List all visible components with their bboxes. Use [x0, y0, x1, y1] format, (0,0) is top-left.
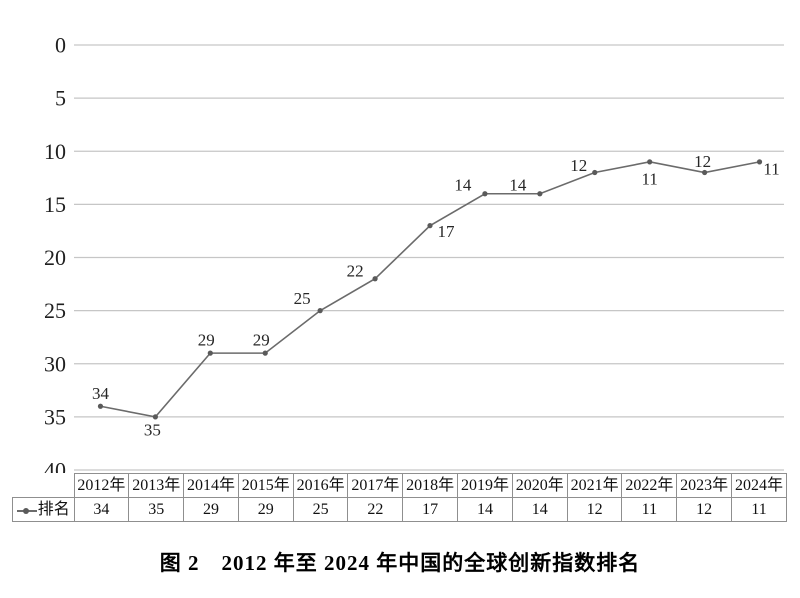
y-axis-tick-label: 25	[44, 298, 66, 323]
rank-value-cell: 25	[292, 497, 349, 522]
rank-value-cell: 11	[621, 497, 678, 522]
data-point-marker	[372, 276, 378, 282]
data-point-label: 14	[509, 175, 527, 194]
innovation-rank-line-chart: 0 5 10 15 20 25 30 35 40 34 35 29 29 25 22 17 14 14 12 11 12…	[44, 33, 784, 474]
rank-value-cell: 35	[128, 497, 185, 522]
rank-value-cell: 17	[402, 497, 459, 522]
data-point-label: 14	[454, 175, 472, 194]
year-header-cell: 2012年	[73, 473, 130, 498]
rank-value-cell: 34	[73, 497, 130, 522]
rank-value-cell: 14	[457, 497, 513, 522]
year-header-row: 2012年 2013年 2014年 2015年 2016年 2017年 2018年 2019年…	[13, 473, 787, 498]
year-header-cell: 2024年	[731, 473, 787, 498]
year-header-cell: 2015年	[237, 473, 294, 498]
year-header-cell: 2016年	[292, 473, 349, 498]
year-header-cell: 2018年	[402, 473, 459, 498]
data-point-label: 11	[763, 159, 779, 178]
data-point-label: 12	[570, 156, 587, 175]
data-point-marker	[482, 191, 488, 197]
year-header-cell: 2021年	[566, 473, 623, 498]
y-axis-tick-label: 30	[44, 351, 66, 376]
year-header-cell: 2019年	[457, 473, 513, 498]
data-point-marker	[97, 403, 104, 409]
data-point-label: 11	[642, 169, 658, 188]
year-header-cell: 2013年	[128, 473, 185, 498]
data-point-label: 29	[198, 331, 215, 350]
data-point-label: 35	[144, 420, 161, 439]
rank-value-cell: 11	[731, 497, 787, 522]
data-point-marker	[427, 223, 433, 229]
data-point-marker	[647, 159, 653, 165]
data-point-marker	[207, 350, 213, 356]
rank-value-cell: 12	[676, 497, 733, 522]
rank-value-cell: 29	[237, 497, 294, 522]
data-point-label: 22	[347, 261, 364, 280]
data-point-label: 25	[294, 289, 311, 308]
series-name-label: 排名	[37, 501, 70, 518]
rank-series-line	[100, 161, 760, 418]
rank-value-cell: 22	[347, 497, 404, 522]
rank-data-table: 2012年 2013年 2014年 2015年 2016年 2017年 2018年 2019年…	[12, 473, 787, 522]
table-corner-empty	[13, 474, 75, 498]
data-point-marker	[756, 159, 763, 165]
data-point-marker	[537, 191, 543, 197]
data-point-label: 17	[438, 222, 456, 241]
rank-value-cell: 14	[511, 497, 568, 522]
data-point-label: 29	[253, 331, 270, 350]
y-axis-tick-label: 35	[44, 404, 66, 429]
rank-value-row: 排名 34 35 29 29 25 22 17 14 14 12 11 12 11	[12, 497, 787, 522]
y-axis-tick-label: 5	[55, 86, 66, 111]
line-dot-marker-icon	[16, 506, 37, 515]
data-point-label: 34	[92, 384, 110, 403]
year-header-cell: 2020年	[511, 473, 568, 498]
data-point-marker	[317, 308, 323, 314]
figure-caption: 图 2 2012 年至 2024 年中国的全球创新指数排名	[159, 551, 641, 575]
y-axis-tick-label: 10	[44, 139, 66, 164]
rank-value-cell: 29	[183, 497, 239, 522]
y-axis-tick-label: 20	[44, 245, 66, 270]
rank-value-cell: 12	[566, 497, 623, 522]
y-axis-tick-label: 0	[55, 33, 66, 58]
data-point-marker	[702, 169, 708, 176]
year-header-cell: 2014年	[183, 473, 239, 498]
data-point-label: 12	[694, 152, 711, 171]
data-point-marker	[262, 350, 268, 356]
year-header-cell: 2023年	[676, 473, 733, 498]
year-header-cell: 2017年	[347, 473, 404, 498]
data-point-marker	[152, 414, 158, 420]
data-point-marker	[592, 169, 598, 176]
year-header-cell: 2022年	[621, 473, 678, 498]
y-axis-tick-label: 15	[44, 192, 66, 217]
y-axis-tick-label: 40	[44, 458, 66, 474]
series-legend-cell: 排名	[12, 497, 75, 522]
